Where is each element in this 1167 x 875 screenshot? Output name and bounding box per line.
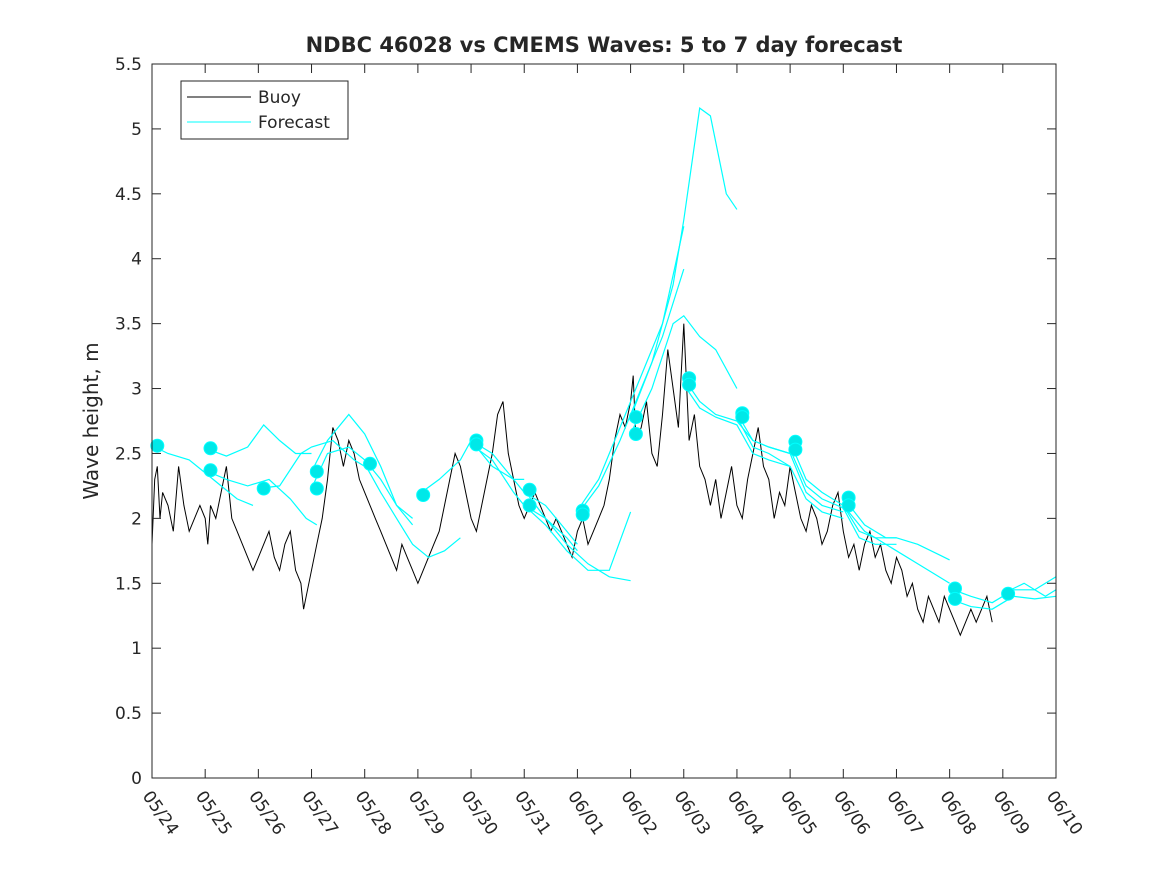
y-axis-label: Wave height, m [79,342,103,499]
forecast-line-25 [949,595,1057,610]
buoy-line [151,323,993,637]
x-tick-label: 06/08 [936,787,980,839]
y-tick-label: 4 [131,250,142,270]
forecast-line-2 [204,469,318,526]
y-tick-label: 3.5 [115,315,142,335]
forecast-marker [841,498,856,513]
y-tick-label: 3 [131,380,142,400]
forecast-line-26 [1002,582,1057,598]
y-tick-label: 5 [131,120,142,140]
forecast-marker [522,482,537,497]
y-tick-label: 0 [131,769,142,789]
x-tick-label: 05/30 [457,787,501,839]
y-axis: 0 0.5 1 1.5 2 2.5 3 3.5 4 4.5 5 5.5 [115,55,1056,789]
x-tick-label: 05/25 [191,787,235,839]
forecast-line-12 [576,226,685,511]
forecast-line-19 [736,416,844,519]
x-tick-label: 06/10 [1042,787,1086,839]
forecast-line-10 [523,489,631,582]
forecast-marker [628,410,643,425]
forecast-marker [203,441,218,456]
y-tick-label: 2 [131,509,142,529]
forecast-marker [203,463,218,478]
forecast-line-23 [842,505,950,584]
forecast-marker [150,438,165,453]
x-tick-label: 06/05 [776,787,820,839]
plot-background [152,64,1056,778]
x-tick-label: 05/24 [138,787,182,839]
forecast-marker [469,437,484,452]
y-tick-label: 5.5 [115,55,142,75]
forecast-marker [309,464,324,479]
forecast-line-11 [523,504,632,571]
forecast-marker [363,456,377,471]
forecast-marker [682,377,697,392]
forecast-line-3 [258,439,366,490]
forecast-marker [788,442,803,457]
forecast-line-22 [842,497,950,561]
y-tick-label: 0.5 [115,704,142,724]
forecast-line-14 [630,107,738,418]
y-tick-label: 1.5 [115,574,142,594]
x-tick-label: 05/31 [510,787,554,839]
forecast-marker [628,427,643,441]
forecast-marker [735,410,750,425]
y-tick-label: 2.5 [115,444,142,464]
forecast-marker [309,481,324,496]
forecast-marker [416,488,431,502]
forecast-marker [1001,586,1016,601]
x-tick-label: 06/03 [670,787,714,839]
forecast-marker [256,481,271,496]
x-tick-label: 05/26 [244,787,288,839]
legend-label-buoy: Buoy [258,88,301,108]
forecast-line-1 [204,423,312,457]
x-tick-label: 05/29 [404,787,448,839]
forecast-marker [575,507,590,522]
x-tick-label: 06/09 [989,787,1033,839]
plot-area [150,63,1057,779]
legend-box [180,80,349,140]
x-tick-label: 06/07 [882,787,926,839]
x-tick-label: 05/27 [297,787,341,839]
legend: Buoy Forecast [180,80,349,140]
forecast-line-17 [683,384,791,467]
forecast-line-15 [630,314,738,435]
legend-label-forecast: Forecast [258,113,330,133]
forecast-marker [522,498,537,513]
x-tick-label: 06/01 [563,787,607,839]
buoy-series [151,323,993,637]
chart-title: NDBC 46028 vs CMEMS Waves: 5 to 7 day fo… [306,33,903,57]
x-tick-label: 06/02 [616,787,660,839]
y-tick-label: 4.5 [115,185,142,205]
axes-box [151,63,1057,779]
forecast-marker [948,591,962,606]
x-tick-label: 06/06 [829,787,873,839]
forecast-markers [150,371,1016,606]
forecast-line-6 [364,463,461,558]
y-tick-label: 1 [131,639,142,659]
x-tick-label: 06/04 [723,787,767,839]
x-tick-label: 05/28 [351,787,395,839]
